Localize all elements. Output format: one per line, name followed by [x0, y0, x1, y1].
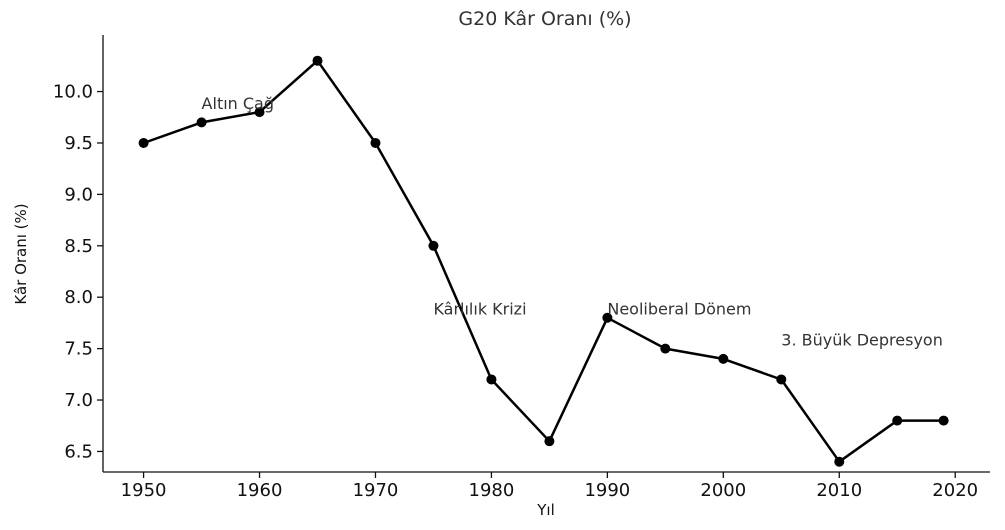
data-point [938, 415, 949, 426]
annotation-label: Altın Çağ [202, 94, 274, 113]
x-tick-label: 1980 [469, 480, 515, 501]
x-tick-label: 2000 [700, 480, 746, 501]
y-tick-label: 7.5 [64, 339, 93, 360]
data-point [892, 415, 903, 426]
y-tick-label: 7.0 [64, 390, 93, 411]
data-points [138, 55, 949, 467]
data-point [254, 107, 265, 118]
data-point [138, 137, 149, 148]
y-tick-label: 10.0 [53, 82, 93, 103]
x-tick-label: 2010 [816, 480, 862, 501]
data-point [776, 374, 787, 385]
y-ticks: 6.5 7.0 7.5 8.0 8.5 9.0 9.5 10.0 [53, 82, 103, 462]
chart-title: G20 Kâr Oranı (%) [458, 8, 631, 30]
y-tick-label: 8.5 [64, 236, 93, 257]
data-point [196, 117, 207, 128]
series-line [143, 59, 944, 463]
data-point [544, 436, 555, 447]
y-tick-label: 8.0 [64, 287, 93, 308]
annotation-label: Kârlılık Krizi [433, 300, 526, 319]
x-tick-label: 1970 [353, 480, 399, 501]
data-point [428, 240, 439, 251]
x-tick-label: 1990 [584, 480, 630, 501]
y-tick-label: 6.5 [64, 441, 93, 462]
annotation-label: 3. Büyük Depresyon [781, 331, 943, 350]
x-tick-label: 1960 [237, 480, 283, 501]
x-axis-label: Yıl [536, 501, 555, 519]
y-tick-label: 9.5 [64, 133, 93, 154]
x-tick-label: 1950 [121, 480, 167, 501]
x-ticks: 1950 1960 1970 1980 1990 2000 2010 2020 [121, 472, 978, 501]
data-point [718, 353, 729, 364]
data-point [602, 312, 613, 323]
axes [102, 35, 990, 473]
annotation-label: Neoliberal Dönem [607, 300, 751, 319]
annotations: Altın Çağ Kârlılık Krizi Neoliberal Dönem 3… [202, 94, 943, 349]
data-point [312, 55, 323, 66]
data-point [370, 137, 381, 148]
y-axis-label: Kâr Oranı (%) [12, 203, 30, 304]
x-tick-label: 2020 [932, 480, 978, 501]
data-point [834, 456, 845, 467]
data-point [486, 374, 497, 385]
data-point [660, 343, 671, 354]
y-tick-label: 9.0 [64, 184, 93, 205]
